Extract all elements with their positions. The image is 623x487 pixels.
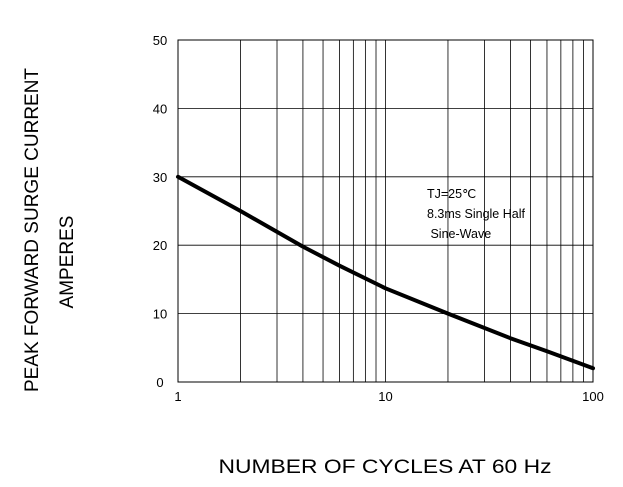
y-tick-label: 20 [153, 238, 167, 253]
surge-current-curve [176, 174, 595, 371]
y-axis-title-line-1: PEAK FORWARD SURGE CURRENT [22, 68, 43, 392]
plot-frame [177, 39, 594, 383]
x-tick-label: 1 [174, 389, 181, 404]
y-tick-label: 0 [156, 375, 163, 390]
plot-border [177, 39, 594, 383]
grid-lines [178, 40, 593, 382]
y-tick-label: 40 [153, 101, 167, 116]
y-tick-label: 50 [153, 33, 167, 48]
annotation-waveform-2: Sine-Wave [427, 227, 491, 241]
x-tick-label: 10 [378, 389, 392, 404]
conditions-annotation: TJ=25℃ 8.3ms Single Half Sine-Wave [427, 187, 525, 241]
x-axis-title: NUMBER OF CYCLES AT 60 Hz [219, 457, 552, 478]
annotation-junction-temp: TJ=25℃ [427, 187, 476, 201]
series-group [176, 174, 595, 371]
y-tick-label: 30 [153, 170, 167, 185]
x-tick-label: 100 [582, 389, 604, 404]
tick-labels: 0 10 20 30 40 50 1 10 100 [153, 33, 604, 404]
y-axis-title-line-2: AMPERES [57, 216, 78, 309]
annotation-waveform-1: 8.3ms Single Half [427, 207, 525, 221]
y-tick-label: 10 [153, 307, 167, 322]
